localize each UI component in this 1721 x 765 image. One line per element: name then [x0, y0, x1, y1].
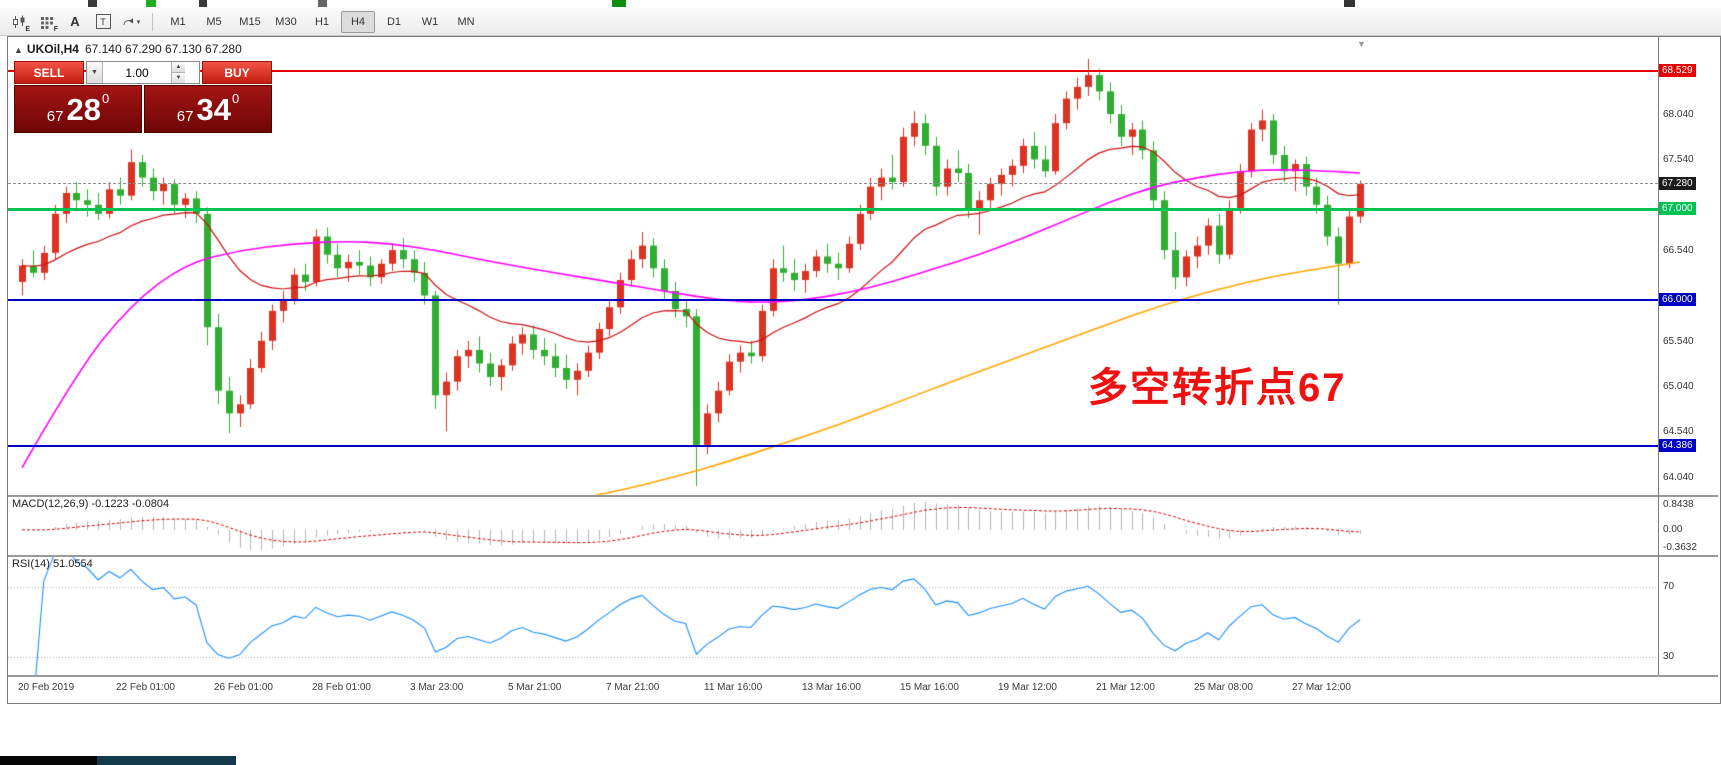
chart-title: ▲ UKOil,H4 67.140 67.290 67.130 67.280: [14, 42, 242, 56]
timeframe-m15-button[interactable]: M15: [239, 15, 261, 28]
volume-input[interactable]: [103, 62, 171, 83]
price-axis-label: 67.540: [1663, 154, 1694, 166]
grid-glyph: [41, 16, 53, 29]
screen-artifact: [199, 0, 207, 7]
icon-letter: E: [25, 26, 30, 33]
volume-down-button[interactable]: ▼: [171, 73, 185, 83]
ask-pips: 34: [196, 91, 231, 127]
price-axis-label: 65.540: [1663, 335, 1694, 347]
symbol-period-label: UKOil,H4: [26, 42, 79, 56]
timeframe-m5-button[interactable]: M5: [206, 15, 222, 28]
icon-letter: T: [95, 14, 111, 29]
chart-shift-marker-icon[interactable]: ▼: [1357, 39, 1366, 49]
resistance-line-price-tag: 68.529: [1659, 63, 1696, 77]
trade-panel-prices: 67 28 0 67 34 0: [14, 85, 272, 133]
time-axis-label: 13 Mar 16:00: [802, 682, 861, 693]
toolbar: E F A T ▾ M1 M5 M15 M30 H1 H4 D1 W1 MN: [0, 8, 1721, 36]
price-axis-label: 64.040: [1663, 471, 1694, 483]
volume-control: ▼ ▲ ▼: [86, 61, 200, 84]
icon-letter: F: [53, 26, 58, 33]
volume-dropdown-icon[interactable]: ▼: [87, 62, 103, 83]
time-axis-label: 19 Mar 12:00: [998, 682, 1057, 693]
timeframe-h4-button[interactable]: H4: [341, 10, 375, 33]
time-axis-label: 5 Mar 21:00: [508, 682, 562, 693]
time-axis-label: 15 Mar 16:00: [900, 682, 959, 693]
price-axis-label: 68.040: [1663, 108, 1694, 120]
volume-stepper: ▲ ▼: [171, 62, 185, 83]
price-axis-border: [1658, 37, 1659, 675]
time-axis-label: 20 Feb 2019: [18, 682, 75, 693]
switch-tool-icon[interactable]: ▾: [118, 10, 144, 33]
timeframe-m1-button[interactable]: M1: [170, 15, 186, 28]
pane-separator[interactable]: [8, 555, 1718, 557]
chart-annotation[interactable]: 多空转折点67: [1088, 366, 1347, 410]
bid-pips: 28: [66, 91, 101, 127]
rsi-level-label-30: 30: [1663, 651, 1675, 663]
volume-up-button[interactable]: ▲: [171, 62, 185, 73]
screen-artifact: [97, 756, 236, 765]
screen-artifact: [88, 0, 97, 7]
pane-separator[interactable]: [8, 495, 1718, 497]
screen-artifact: [146, 0, 156, 7]
cursor-tool-icon[interactable]: A: [62, 10, 88, 33]
collapse-panel-icon[interactable]: ▲: [14, 45, 23, 55]
timeframe-mn-button[interactable]: MN: [457, 15, 475, 28]
time-axis-label: 25 Mar 08:00: [1194, 682, 1253, 693]
buy-price-display[interactable]: 67 34 0: [144, 85, 272, 133]
one-click-trading-panel: SELL ▼ ▲ ▼ BUY 67 28 0 67 34 0: [14, 61, 272, 133]
timeframe-button-group: M1 M5 M15 M30 H1 H4 D1 W1 MN: [161, 10, 483, 33]
time-axis-label: 26 Feb 01:00: [214, 682, 273, 693]
time-axis-label: 22 Feb 01:00: [116, 682, 175, 693]
candles-glyph: [12, 15, 24, 28]
icon-letter: A: [70, 14, 80, 29]
ohlc-values-label: 67.140 67.290 67.130 67.280: [84, 42, 242, 56]
time-axis-label: 27 Mar 12:00: [1292, 682, 1351, 693]
time-axis-label: 28 Feb 01:00: [312, 682, 371, 693]
price-axis-label: 66.540: [1663, 245, 1694, 257]
rsi-level-label-70: 70: [1663, 580, 1675, 592]
toolbar-separator: [152, 12, 153, 31]
ask-big-figure: 67: [176, 108, 194, 125]
screen-artifact: [0, 756, 97, 765]
price-axis-label: 64.540: [1663, 426, 1694, 438]
time-axis-label: 11 Mar 16:00: [704, 682, 763, 693]
trade-panel-controls: SELL ▼ ▲ ▼ BUY: [14, 61, 272, 84]
screen-artifact: [612, 0, 626, 7]
bid-point: 0: [101, 91, 110, 106]
text-tool-icon[interactable]: T: [90, 10, 116, 33]
timeframe-h1-button[interactable]: H1: [314, 15, 330, 28]
support-line-66-price-tag: 66.000: [1659, 293, 1696, 306]
support-line-64386-price-tag: 64.386: [1659, 439, 1696, 453]
macd-axis-min-label: -0.3632: [1663, 542, 1697, 553]
chevron-down-icon: ▾: [136, 18, 141, 26]
cycle-arrows-glyph: [123, 17, 134, 25]
timeframe-d1-button[interactable]: D1: [386, 15, 402, 28]
sell-button[interactable]: SELL: [14, 61, 84, 84]
screen-artifact: [1344, 0, 1355, 7]
rsi-indicator-label: RSI(14) 51.0554: [12, 558, 93, 570]
chart-window: ▲ UKOil,H4 67.140 67.290 67.130 67.280 ▼ S…: [7, 36, 1721, 704]
macd-axis-max-label: 0.8438: [1663, 499, 1694, 510]
timeframe-m30-button[interactable]: M30: [275, 15, 297, 28]
pivot-line-67-price-tag: 67.000: [1659, 202, 1696, 216]
bid-big-figure: 67: [46, 108, 64, 125]
macd-indicator-label: MACD(12,26,9) -0.1223 -0.0804: [12, 498, 170, 510]
time-axis-label: 3 Mar 23:00: [410, 682, 464, 693]
time-axis-border: [8, 675, 1718, 677]
screen-artifact: [318, 0, 327, 7]
buy-button[interactable]: BUY: [202, 61, 272, 84]
time-axis-label: 7 Mar 21:00: [606, 682, 660, 693]
candlestick-template-icon[interactable]: E: [6, 10, 32, 33]
indicator-grid-icon[interactable]: F: [34, 10, 60, 33]
macd-axis-zero-label: 0.00: [1663, 523, 1683, 535]
price-chart-canvas[interactable]: [8, 37, 1658, 675]
current-price-line-price-tag: 67.280: [1659, 176, 1696, 190]
ask-point: 0: [231, 91, 240, 106]
price-axis-label: 65.040: [1663, 381, 1694, 393]
sell-price-display[interactable]: 67 28 0: [14, 85, 142, 133]
time-axis-label: 21 Mar 12:00: [1096, 682, 1155, 693]
timeframe-w1-button[interactable]: W1: [421, 15, 439, 28]
